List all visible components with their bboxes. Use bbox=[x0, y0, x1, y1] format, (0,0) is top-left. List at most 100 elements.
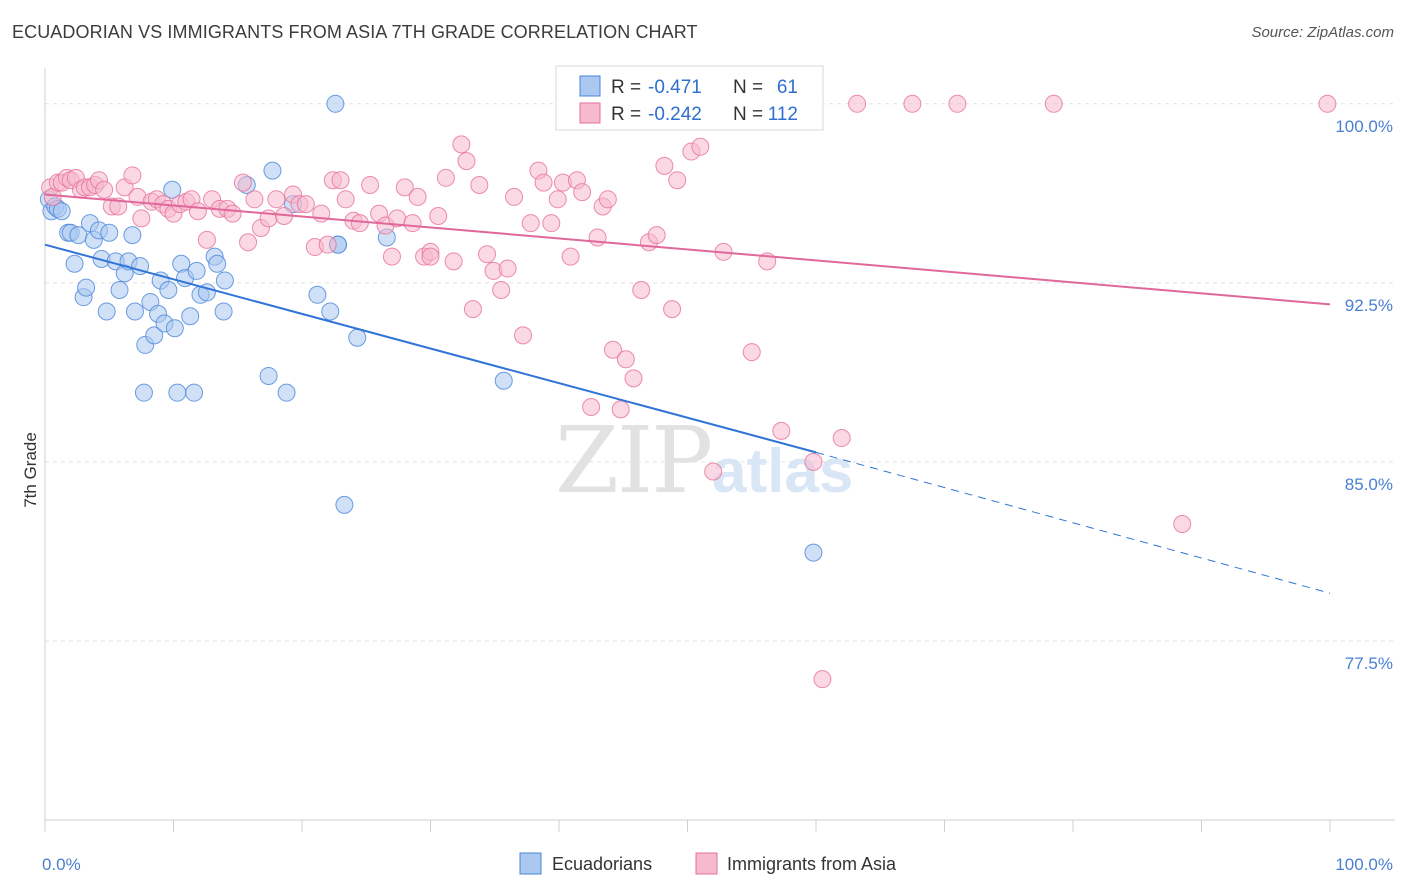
x-tick-label-1: 100.0% bbox=[1335, 855, 1393, 874]
point-immigrants-90 bbox=[624, 369, 643, 388]
legend-swatch-ecuadorians bbox=[519, 852, 542, 875]
point-immigrants-80 bbox=[561, 247, 580, 266]
y-tick-labels: 77.5% 85.0% 92.5% 100.0% bbox=[1335, 117, 1393, 673]
point-immigrants-74 bbox=[521, 214, 540, 233]
point-ecuadorians-22 bbox=[125, 302, 144, 321]
point-immigrants-18 bbox=[132, 209, 151, 228]
stats-swatch-pink bbox=[579, 102, 601, 124]
watermark-atlas: atlas bbox=[712, 437, 853, 506]
trend-line-ecuadorians bbox=[44, 243, 817, 454]
point-immigrants-63 bbox=[444, 252, 463, 271]
point-immigrants-33 bbox=[233, 173, 252, 192]
point-immigrants-50 bbox=[350, 214, 369, 233]
watermark-zip: ZIP bbox=[555, 407, 711, 514]
point-immigrants-91 bbox=[632, 281, 651, 300]
point-immigrants-54 bbox=[382, 247, 401, 266]
stats-swatch-blue bbox=[579, 75, 601, 97]
point-ecuadorians-27 bbox=[145, 326, 164, 345]
point-immigrants-16 bbox=[123, 166, 142, 185]
trend-line-ecuadorians-extension bbox=[815, 451, 1331, 594]
series-immigrants-from-asia bbox=[41, 94, 1337, 689]
stats-r-value-pink: -0.242 bbox=[648, 104, 702, 125]
point-immigrants-93 bbox=[647, 226, 666, 245]
point-ecuadorians-45 bbox=[215, 271, 234, 290]
point-immigrants-34 bbox=[239, 233, 258, 252]
stats-legend: R = -0.471 N = 61 R = -0.242 N = 112 bbox=[555, 65, 824, 131]
point-immigrants-83 bbox=[582, 397, 601, 416]
point-ecuadorians-39 bbox=[187, 261, 206, 280]
point-immigrants-108 bbox=[832, 429, 851, 448]
point-immigrants-114 bbox=[1318, 94, 1337, 113]
point-immigrants-103 bbox=[742, 343, 761, 362]
point-immigrants-99 bbox=[704, 462, 723, 481]
stats-r-label-pink: R = bbox=[611, 104, 641, 125]
point-ecuadorians-51 bbox=[308, 285, 327, 304]
point-ecuadorians-10 bbox=[77, 278, 96, 297]
point-immigrants-76 bbox=[534, 173, 553, 192]
source-note: Source: ZipAtlas.com bbox=[1251, 24, 1394, 41]
point-ecuadorians-44 bbox=[214, 302, 233, 321]
stats-r-value-blue: -0.471 bbox=[648, 77, 702, 98]
point-immigrants-109 bbox=[848, 94, 867, 113]
point-immigrants-88 bbox=[611, 400, 630, 419]
point-immigrants-38 bbox=[267, 190, 286, 209]
point-immigrants-47 bbox=[331, 171, 350, 190]
point-ecuadorians-55 bbox=[335, 495, 354, 514]
point-immigrants-62 bbox=[436, 168, 455, 187]
point-ecuadorians-31 bbox=[159, 281, 178, 300]
point-immigrants-94 bbox=[655, 156, 674, 175]
point-immigrants-87 bbox=[603, 340, 622, 359]
point-immigrants-66 bbox=[463, 300, 482, 319]
point-ecuadorians-21 bbox=[123, 226, 142, 245]
point-ecuadorians-49 bbox=[277, 383, 296, 402]
point-immigrants-84 bbox=[588, 228, 607, 247]
point-immigrants-72 bbox=[505, 187, 524, 206]
point-immigrants-56 bbox=[395, 178, 414, 197]
point-immigrants-89 bbox=[616, 350, 635, 369]
point-immigrants-48 bbox=[336, 190, 355, 209]
stats-n-label-blue: N = bbox=[733, 77, 763, 98]
point-immigrants-42 bbox=[296, 195, 315, 214]
y-tick-label-2: 92.5% bbox=[1345, 296, 1393, 315]
point-ecuadorians-7 bbox=[65, 254, 84, 273]
point-ecuadorians-16 bbox=[100, 223, 119, 242]
legend-label-ecuadorians: Ecuadorians bbox=[552, 854, 652, 874]
point-ecuadorians-24 bbox=[134, 383, 153, 402]
point-ecuadorians-38 bbox=[185, 383, 204, 402]
watermark: ZIP atlas bbox=[555, 407, 853, 514]
point-immigrants-71 bbox=[498, 259, 517, 278]
point-ecuadorians-54 bbox=[326, 94, 345, 113]
point-immigrants-98 bbox=[691, 137, 710, 156]
point-ecuadorians-56 bbox=[348, 328, 367, 347]
point-immigrants-28 bbox=[197, 230, 216, 249]
chart-title: ECUADORIAN VS IMMIGRANTS FROM ASIA 7TH G… bbox=[12, 22, 698, 42]
point-immigrants-51 bbox=[361, 175, 380, 194]
point-immigrants-32 bbox=[223, 204, 242, 223]
legend: Ecuadorians Immigrants from Asia bbox=[519, 852, 897, 875]
point-ecuadorians-43 bbox=[208, 254, 227, 273]
point-immigrants-95 bbox=[663, 300, 682, 319]
point-ecuadorians-15 bbox=[97, 302, 116, 321]
point-immigrants-112 bbox=[1044, 94, 1063, 113]
trend-lines bbox=[44, 193, 1331, 594]
point-immigrants-110 bbox=[903, 94, 922, 113]
y-tick-label-3: 100.0% bbox=[1335, 117, 1393, 136]
point-immigrants-27 bbox=[188, 202, 207, 221]
point-immigrants-61 bbox=[429, 207, 448, 226]
point-immigrants-86 bbox=[598, 190, 617, 209]
point-immigrants-115 bbox=[421, 247, 440, 266]
point-ecuadorians-32 bbox=[163, 180, 182, 199]
stats-n-label-pink: N = bbox=[733, 104, 763, 125]
point-immigrants-107 bbox=[813, 670, 832, 689]
point-immigrants-68 bbox=[478, 245, 497, 264]
point-ecuadorians-48 bbox=[263, 161, 282, 180]
point-immigrants-105 bbox=[772, 421, 791, 440]
stats-n-value-pink: 112 bbox=[768, 104, 798, 125]
point-immigrants-35 bbox=[245, 190, 264, 209]
point-immigrants-78 bbox=[548, 190, 567, 209]
point-ecuadorians-33 bbox=[165, 319, 184, 338]
y-tick-label-1: 85.0% bbox=[1345, 475, 1393, 494]
point-immigrants-73 bbox=[514, 326, 533, 345]
point-immigrants-70 bbox=[492, 281, 511, 300]
